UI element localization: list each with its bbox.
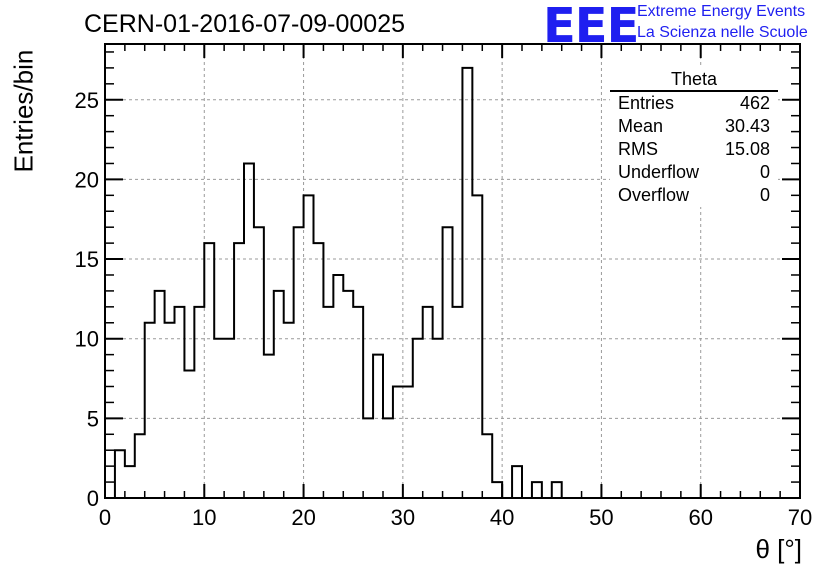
plot-frame (104, 43, 801, 499)
stats-row-overflow: Overflow 0 (610, 184, 778, 207)
stats-label: RMS (618, 139, 658, 159)
chart-title: CERN-01-2016-07-09-00025 (84, 10, 406, 38)
x-tick-label: 40 (490, 505, 514, 530)
stats-value: 0 (759, 162, 770, 182)
eee-logo: EEE (543, 0, 639, 54)
stats-value: 30.43 (724, 116, 770, 136)
stats-row-underflow: Underflow 0 (610, 161, 778, 184)
axis-ticks (104, 44, 801, 499)
x-axis-label: θ [°] (755, 534, 802, 564)
stats-box: Theta Entries 462 Mean 30.43 RMS 15.08 U… (610, 68, 778, 207)
stats-value: 15.08 (724, 139, 770, 159)
x-tick-label: 70 (788, 505, 812, 530)
stats-title: Theta (610, 68, 778, 92)
logo-caption-line1: Extreme Energy Events (637, 3, 806, 20)
stats-label: Entries (618, 93, 675, 113)
y-tick-label: 10 (75, 327, 99, 352)
stats-value: 0 (759, 185, 770, 205)
stats-value: 462 (739, 93, 770, 113)
stats-row-mean: Mean 30.43 (610, 115, 778, 138)
x-tick-label: 0 (99, 505, 111, 530)
logo-caption-line2: La Scienza nelle Scuole (637, 24, 808, 41)
x-tick-label: 60 (688, 505, 712, 530)
stats-label: Underflow (618, 162, 700, 182)
stats-label: Mean (618, 116, 664, 136)
y-tick-label: 5 (87, 406, 99, 431)
tick-labels: 0 10 20 30 40 50 60 70 0 5 10 15 20 25 (75, 88, 813, 530)
stats-row-entries: Entries 462 (610, 92, 778, 115)
y-tick-label: 25 (75, 88, 99, 113)
x-tick-label: 50 (589, 505, 613, 530)
y-tick-label: 15 (75, 247, 99, 272)
y-tick-label: 20 (75, 167, 99, 192)
stats-row-rms: RMS 15.08 (610, 138, 778, 161)
y-axis-label: Entries/bin (8, 49, 39, 173)
x-tick-label: 30 (391, 505, 415, 530)
y-tick-label: 0 (87, 486, 99, 511)
stats-label: Overflow (618, 185, 690, 205)
x-tick-label: 10 (192, 505, 216, 530)
histogram-outline (113, 66, 572, 499)
x-tick-label: 20 (291, 505, 315, 530)
